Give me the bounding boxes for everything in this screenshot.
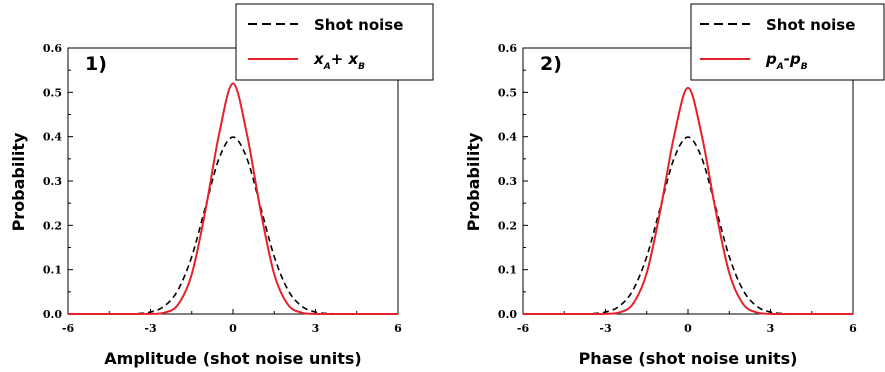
y-tick-label: 0.1: [43, 264, 62, 277]
x-tick-label: -6: [62, 322, 75, 335]
y-tick-label: 0.3: [43, 175, 62, 188]
x-tick-label: 3: [767, 322, 775, 335]
y-tick-label: 0.0: [498, 308, 517, 321]
legend-box: [235, 3, 434, 81]
y-axis-title: Probability: [9, 132, 28, 231]
legend-label-shot-noise: Shot noise: [314, 16, 403, 34]
y-tick-label: 0.5: [498, 86, 517, 99]
legend: Shot noise xA+ xB: [235, 3, 434, 81]
panel-label: 2): [540, 53, 562, 75]
y-tick-label: 0.0: [43, 308, 62, 321]
legend-label-x-a-plus-x-b: xA+ xB: [313, 50, 365, 72]
plot-frame: [67, 47, 399, 315]
x-ticks: -6 -3 0 3 6: [517, 309, 857, 335]
chart-panel-2: 0.0 0.1 0.2 0.3 0.4 0.5 0.6 -6 -3 0 3 6 2) Phase (…: [464, 3, 885, 368]
x-tick-label: 6: [849, 322, 857, 335]
y-tick-label: 0.5: [43, 86, 62, 99]
x-tick-label: 0: [229, 322, 237, 335]
y-tick-label: 0.1: [498, 264, 517, 277]
y-tick-label: 0.6: [43, 42, 62, 55]
y-ticks: 0.0 0.1 0.2 0.3 0.4 0.5 0.6: [498, 42, 528, 321]
x-tick-label: 6: [394, 322, 402, 335]
panel-label: 1): [85, 53, 107, 75]
y-tick-label: 0.2: [498, 219, 517, 232]
x-axis-title: Amplitude (shot noise units): [104, 349, 361, 368]
x-tick-label: -3: [144, 322, 156, 335]
y-tick-label: 0.3: [498, 175, 517, 188]
y-tick-label: 0.2: [43, 219, 62, 232]
chart-panel-1: 0.0 0.1 0.2 0.3 0.4 0.5 0.6 -6 -3 0 3 6 1) Amplitu…: [9, 3, 434, 368]
x-tick-label: 0: [684, 322, 692, 335]
y-tick-label: 0.4: [43, 131, 62, 144]
legend-label-p-a-minus-p-b: pA-pB: [765, 50, 808, 72]
x-tick-label: -6: [517, 322, 530, 335]
legend-box: [690, 3, 885, 81]
series-line-shot-noise: [523, 136, 853, 315]
x-tick-label: 3: [312, 322, 320, 335]
series-line-x-a-plus-x-b: [68, 82, 398, 315]
legend-label-shot-noise: Shot noise: [766, 16, 855, 34]
series-line-p-a-minus-p-b: [523, 86, 853, 315]
series-line-shot-noise: [68, 136, 398, 315]
x-axis-title: Phase (shot noise units): [579, 349, 798, 368]
x-ticks: -6 -3 0 3 6: [62, 309, 402, 335]
legend: Shot noise pA-pB: [690, 3, 885, 81]
y-tick-label: 0.4: [498, 131, 517, 144]
y-tick-label: 0.6: [498, 42, 517, 55]
y-axis-title: Probability: [464, 132, 483, 231]
y-ticks: 0.0 0.1 0.2 0.3 0.4 0.5 0.6: [43, 42, 73, 321]
x-tick-label: -3: [599, 322, 611, 335]
